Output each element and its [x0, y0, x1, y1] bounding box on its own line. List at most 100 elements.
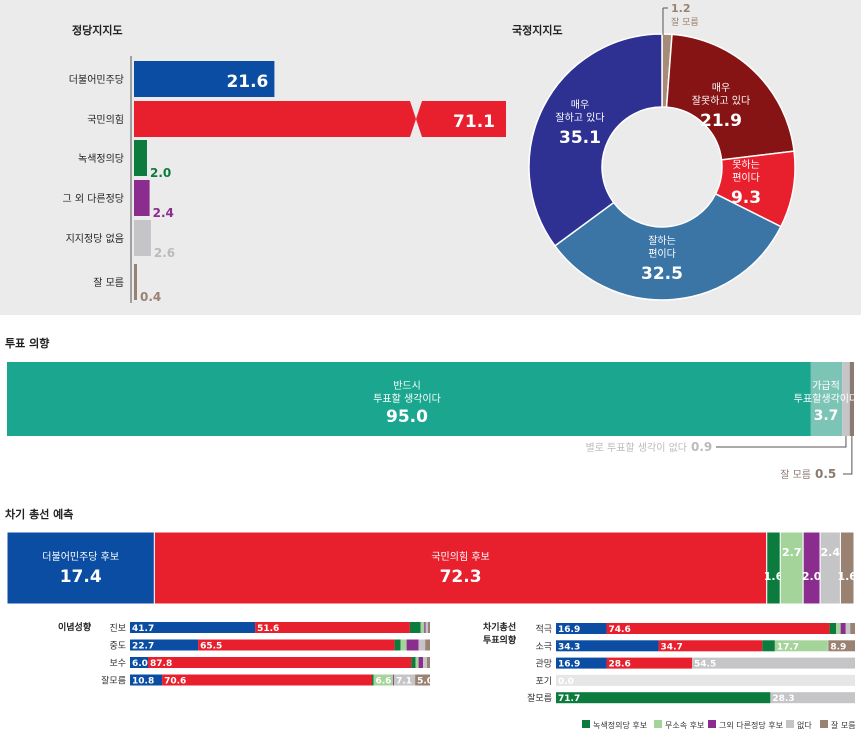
sub-bar-5-0-1 — [606, 623, 830, 634]
party-bar-0 — [134, 61, 275, 97]
forecast-value-2: 1.6 — [764, 570, 784, 583]
sub-bar-4-0-2 — [409, 622, 421, 633]
sub-bar-5-4-5 — [770, 692, 855, 704]
pie-label-4-line-1: 잘하고 있다 — [555, 111, 604, 124]
sub-value-4-3-0: 10.8 — [132, 677, 154, 687]
vote-intent-callout-3 — [843, 436, 853, 475]
sub-bar-5-4-2 — [556, 692, 771, 704]
sub-title-4-0: 이념성향 — [58, 621, 92, 633]
sub-row-label-4-3: 잘모름 — [101, 675, 126, 687]
sub-bar-4-0-6 — [427, 622, 430, 633]
legend-label-4: 잘 모름 — [831, 721, 856, 730]
sub-bar-4-3-0 — [130, 674, 163, 686]
legend-label-1: 무소속 후보 — [665, 721, 704, 730]
legend-swatch-4 — [820, 720, 828, 728]
party-label-2: 녹색정의당 — [78, 153, 124, 165]
sub-bar-4-2-5 — [423, 657, 427, 668]
forecast-label-1: 국민의힘 후보 — [431, 551, 489, 563]
sub-bar-4-2-0 — [130, 657, 148, 668]
sub-value-5-2-0: 16.9 — [558, 660, 580, 670]
sub-row-label-4-0: 진보 — [109, 623, 126, 634]
vote-intent-value-0: 95.0 — [386, 407, 428, 427]
pie-label-2-line-1: 편이다 — [732, 172, 760, 184]
sub-row-label-5-1: 소극 — [535, 641, 552, 652]
forecast-segment-1 — [153, 531, 768, 605]
sub-value-4-1-0: 22.7 — [132, 642, 154, 652]
sub-value-5-3-0: 0.0 — [558, 677, 574, 687]
sub-value-4-3-1: 70.6 — [164, 677, 186, 687]
sub-row-label-4-2: 보수 — [109, 658, 126, 669]
sub-bar-5-0-5 — [845, 623, 851, 634]
pie-value-4: 35.1 — [559, 128, 601, 148]
party-support-title: 정당지지도 — [72, 23, 123, 37]
sub-bar-5-1-5 — [827, 640, 829, 652]
forecast-value-4: 2.0 — [802, 570, 822, 583]
sub-bar-5-2-1 — [606, 657, 693, 669]
sub-value-4-3-5: 7.1 — [396, 677, 412, 687]
sub-bar-4-2-2 — [411, 657, 416, 668]
sub-bar-5-0-3 — [836, 623, 841, 634]
sub-bar-4-0-1 — [255, 622, 410, 633]
sub-bar-5-1-1 — [658, 640, 763, 652]
vote-intent-label-1-line-0: 가급적 — [812, 380, 840, 392]
sub-bar-4-0-4 — [424, 622, 426, 633]
sub-bar-4-1-4 — [406, 639, 419, 651]
party-value-2: 2.0 — [150, 166, 171, 180]
pie-label-2-line-0: 못하는 — [732, 158, 760, 171]
sub-row-label-4-1: 중도 — [109, 641, 126, 652]
pie-label-1-line-0: 매우 — [712, 82, 730, 94]
party-label-1: 국민의힘 — [87, 114, 124, 126]
forecast-segment-6 — [839, 531, 855, 605]
party-bar-5 — [134, 264, 137, 300]
legend-label-3: 없다 — [797, 721, 812, 730]
pie-value-2: 9.3 — [731, 188, 761, 208]
party-bar-4 — [134, 220, 151, 256]
sub-value-5-2-5: 54.5 — [694, 660, 716, 670]
vote-intent-title: 투표 의향 — [5, 336, 49, 350]
party-label-0: 더불어민주당 — [69, 74, 124, 86]
sub-bar-5-0-2 — [829, 623, 837, 634]
sub-value-5-4-2: 71.7 — [558, 694, 580, 704]
forecast-segment-5 — [819, 531, 841, 605]
sub-bar-5-0-4 — [840, 623, 846, 634]
sub-title-5-1: 투표의향 — [483, 634, 517, 646]
forecast-value-5: 2.4 — [821, 546, 841, 559]
forecast-value-6: 1.6 — [837, 570, 857, 583]
sub-bar-5-2-0 — [556, 657, 607, 669]
sub-value-4-2-0: 6.0 — [132, 659, 148, 669]
legend-label-2: 그외 다른정당 후보 — [719, 720, 783, 730]
party-value-4: 2.6 — [154, 246, 175, 260]
pie-label-3-line-0: 잘하는 — [648, 234, 676, 247]
forecast-value-3: 2.7 — [782, 546, 802, 559]
sub-bar-4-3-5 — [394, 674, 416, 686]
pie-value-1: 21.9 — [700, 111, 742, 131]
sub-bar-4-1-0 — [130, 639, 199, 651]
sub-value-5-1-1: 34.7 — [661, 642, 683, 652]
forecast-segment-3 — [779, 531, 804, 605]
sub-bar-4-3-4 — [393, 674, 395, 686]
forecast-label-0: 더불어민주당 후보 — [42, 551, 119, 563]
sub-value-4-3-3: 6.6 — [376, 677, 392, 687]
sub-value-5-1-6: 8.9 — [830, 642, 846, 652]
forecast-segment-2 — [766, 531, 781, 605]
sub-title-5-0: 차기총선 — [483, 621, 516, 633]
sub-bar-4-3-3 — [373, 674, 394, 686]
legend-swatch-0 — [582, 720, 590, 728]
sub-bar-4-3-1 — [162, 674, 373, 686]
sub-row-empty-5-3 — [556, 674, 855, 686]
sub-value-5-2-1: 28.6 — [609, 660, 631, 670]
sub-bar-4-1-6 — [425, 639, 430, 651]
sub-bar-4-2-1 — [148, 657, 412, 668]
pie-label-1-line-1: 잘못하고 있다 — [692, 94, 750, 107]
vote-intent-callout-2 — [716, 436, 847, 448]
vote-intent-label-2: 별로 투표할 생각이 없다 — [585, 441, 687, 454]
pie-value-0: 1.2 — [671, 2, 691, 15]
vote-intent-value-3: 0.5 — [815, 467, 836, 481]
sub-bar-4-2-4 — [418, 657, 424, 668]
sub-bar-5-2-5 — [692, 657, 855, 669]
party-label-3: 그 외 다른정당 — [62, 193, 124, 205]
pie-label-0: 잘 모름 — [671, 16, 699, 28]
